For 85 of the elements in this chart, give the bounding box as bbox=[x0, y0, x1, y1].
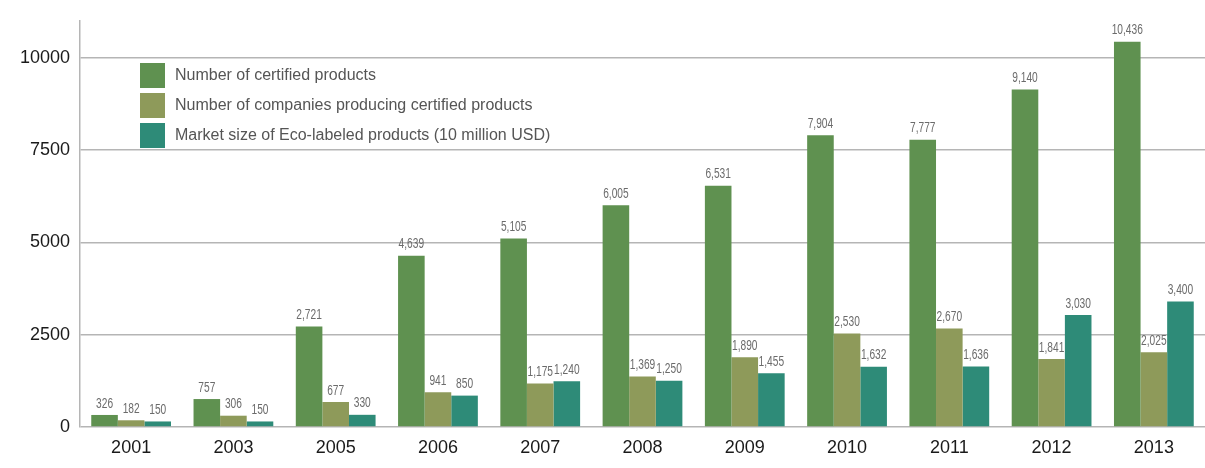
data-label: 677 bbox=[327, 380, 345, 399]
data-label: 326 bbox=[96, 393, 114, 412]
bar bbox=[1064, 315, 1092, 427]
bar bbox=[220, 415, 247, 427]
y-tick-label: 5000 bbox=[29, 231, 70, 252]
data-label: 3,030 bbox=[1065, 293, 1091, 312]
data-label: 1,890 bbox=[732, 335, 758, 354]
bar bbox=[526, 383, 554, 427]
legend-label: Number of companies producing certified products bbox=[175, 96, 533, 115]
bar bbox=[860, 366, 887, 427]
bar bbox=[91, 414, 118, 427]
x-tick-label: 2013 bbox=[1133, 436, 1174, 457]
data-label: 1,369 bbox=[629, 355, 656, 373]
data-label: 7,904 bbox=[807, 113, 834, 132]
bar bbox=[962, 366, 990, 427]
data-label: 150 bbox=[149, 400, 167, 418]
data-label: 150 bbox=[251, 400, 269, 418]
y-tick-label: 10000 bbox=[19, 46, 70, 67]
data-label: 2,721 bbox=[296, 305, 322, 323]
data-label: 2,025 bbox=[1141, 330, 1167, 349]
data-label: 1,250 bbox=[656, 359, 682, 377]
bar bbox=[1113, 41, 1141, 427]
bar bbox=[398, 255, 425, 427]
bar bbox=[322, 402, 349, 427]
bar bbox=[1011, 89, 1039, 427]
data-label: 7,777 bbox=[909, 118, 936, 136]
data-label: 330 bbox=[353, 393, 371, 411]
data-label: 9,140 bbox=[1012, 68, 1038, 86]
x-tick-label: 2008 bbox=[622, 436, 663, 457]
bar bbox=[1038, 359, 1065, 427]
bar bbox=[424, 392, 452, 427]
y-tick-label: 0 bbox=[59, 415, 70, 436]
bar bbox=[193, 399, 221, 427]
bar bbox=[295, 326, 323, 427]
data-label: 941 bbox=[429, 370, 447, 389]
bar bbox=[500, 238, 527, 427]
bar bbox=[1167, 301, 1194, 427]
data-label: 2,670 bbox=[936, 307, 963, 325]
data-label: 6,531 bbox=[705, 164, 731, 182]
bar bbox=[655, 380, 683, 427]
bar bbox=[348, 414, 376, 427]
data-label: 1,841 bbox=[1038, 337, 1065, 356]
bar bbox=[144, 421, 172, 427]
x-tick-label: 2006 bbox=[417, 436, 458, 457]
x-tick-label: 2001 bbox=[111, 436, 152, 457]
bar bbox=[758, 373, 785, 427]
data-label: 850 bbox=[456, 374, 474, 392]
data-label: 3,400 bbox=[1167, 280, 1194, 298]
bar bbox=[936, 328, 963, 427]
data-label: 1,240 bbox=[554, 359, 580, 378]
data-label: 182 bbox=[122, 398, 140, 417]
data-label: 5,105 bbox=[500, 217, 527, 235]
bar bbox=[629, 376, 656, 427]
bar bbox=[807, 135, 834, 427]
bar bbox=[602, 205, 630, 427]
x-tick-label: 2007 bbox=[520, 436, 561, 457]
x-tick-label: 2009 bbox=[724, 436, 765, 457]
data-label: 1,175 bbox=[527, 362, 553, 380]
data-label: 1,636 bbox=[963, 345, 989, 363]
bar bbox=[704, 185, 732, 427]
data-label: 757 bbox=[198, 377, 216, 396]
x-tick-label: 2010 bbox=[827, 436, 868, 457]
y-tick-label: 2500 bbox=[29, 323, 70, 344]
bar bbox=[553, 381, 581, 427]
y-tick-label: 7500 bbox=[29, 139, 70, 160]
data-label: 1,632 bbox=[860, 345, 887, 363]
bar bbox=[833, 333, 861, 427]
bar bbox=[117, 420, 145, 427]
data-label: 4,639 bbox=[398, 234, 425, 252]
x-tick-label: 2012 bbox=[1031, 436, 1072, 457]
data-label: 6,005 bbox=[603, 183, 629, 202]
bar bbox=[451, 395, 478, 427]
x-tick-label: 2011 bbox=[929, 436, 969, 457]
bar bbox=[1140, 352, 1168, 427]
legend-label: Number of certified products bbox=[175, 66, 376, 85]
legend-label: Market size of Eco-labeled products (10 million USD) bbox=[175, 126, 551, 145]
data-label: 2,530 bbox=[834, 312, 860, 330]
data-label: 1,455 bbox=[758, 351, 785, 370]
x-tick-label: 2003 bbox=[213, 436, 254, 457]
data-label: 10,436 bbox=[1111, 20, 1143, 38]
x-tick-label: 2005 bbox=[315, 436, 356, 457]
bar bbox=[909, 139, 937, 427]
bar bbox=[246, 421, 274, 427]
bar bbox=[731, 357, 759, 427]
data-label: 306 bbox=[224, 394, 242, 412]
